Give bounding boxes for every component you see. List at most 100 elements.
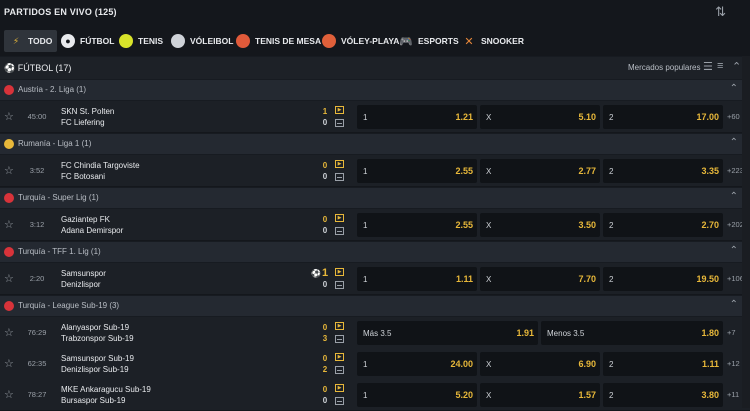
tab-voleibol[interactable]: VÓLEIBOL xyxy=(166,30,238,52)
tab-esports[interactable]: 🎮 ESPORTS xyxy=(394,30,464,52)
odd-button[interactable]: 1 2.55 xyxy=(357,213,477,237)
more-markets-link[interactable]: +7 xyxy=(727,328,736,337)
star-icon[interactable]: ☆ xyxy=(4,389,14,401)
odd-button[interactable]: 1 5.20 xyxy=(357,383,477,407)
home-team: Samsunspor Sub-19 xyxy=(61,354,134,363)
tab-tenis[interactable]: TENIS xyxy=(114,30,168,52)
chevron-up-icon[interactable]: ⌃ xyxy=(732,61,742,73)
stats-icon[interactable] xyxy=(335,335,344,343)
league-header[interactable]: Turquía - TFF 1. Lig (1) ⌃ xyxy=(0,242,750,262)
chevron-up-icon[interactable]: ⌃ xyxy=(729,83,738,94)
tab-label: TENIS xyxy=(138,36,164,46)
odd-button[interactable]: X 2.77 xyxy=(480,159,600,183)
star-icon[interactable]: ☆ xyxy=(4,111,14,123)
more-markets-link[interactable]: +11 xyxy=(727,390,740,399)
away-team: FC Liefering xyxy=(61,118,105,127)
stats-icon[interactable] xyxy=(335,366,344,374)
odd-button[interactable]: 2 2.70 xyxy=(603,213,723,237)
section-title: ⚽ FÚTBOL (17) xyxy=(4,63,72,73)
tab-snooker[interactable]: ✕ SNOOKER xyxy=(457,30,529,52)
stats-icon[interactable] xyxy=(335,119,344,127)
tab-label: VÓLEY-PLAYA xyxy=(341,36,400,46)
more-markets-link[interactable]: +60 xyxy=(727,112,740,121)
league-header[interactable]: Turquía - Super Lig (1) ⌃ xyxy=(0,188,750,208)
odd-button[interactable]: 1 1.11 xyxy=(357,267,477,291)
live-stream-icon[interactable]: ▶ xyxy=(335,384,344,392)
live-stream-icon[interactable]: ▶ xyxy=(335,160,344,168)
page-title: PARTIDOS EN VIVO (125) xyxy=(4,7,117,17)
stats-icon[interactable] xyxy=(335,227,344,235)
odd-button[interactable]: 2 17.00 xyxy=(603,105,723,129)
match-row[interactable]: ☆ 76:29 Alanyaspor Sub-19 Trabzonspor Su… xyxy=(0,317,750,349)
match-row[interactable]: ☆ 45:00 SKN St. Polten FC Liefering 1 0 … xyxy=(0,101,750,133)
odd-button[interactable]: Menos 3.5 1.80 xyxy=(541,321,723,345)
odd-button[interactable]: X 7.70 xyxy=(480,267,600,291)
scrollbar[interactable] xyxy=(742,56,750,408)
sport-tabs: ⚡ TODO ● FÚTBOL TENIS VÓLEIBOL TENIS DE … xyxy=(0,26,750,56)
match-row[interactable]: ☆ 78:27 MKE Ankaragucu Sub-19 Bursaspor … xyxy=(0,379,750,411)
odd-button[interactable]: 2 3.80 xyxy=(603,383,723,407)
away-score: 2 xyxy=(322,365,328,374)
away-score: 0 xyxy=(322,118,328,127)
star-icon[interactable]: ☆ xyxy=(4,219,14,231)
match-row[interactable]: ☆ 3:12 Gaziantep FK Adana Demirspor 0 0 … xyxy=(0,209,750,241)
odd-button[interactable]: 2 1.11 xyxy=(603,352,723,376)
chevron-up-icon[interactable]: ⌃ xyxy=(729,299,738,310)
home-team: FC Chindia Targoviste xyxy=(61,161,140,170)
compact-view-icon[interactable]: ≡ xyxy=(717,60,724,72)
league-name: Turquía - Super Lig (1) xyxy=(18,193,99,202)
odd-button[interactable]: 1 2.55 xyxy=(357,159,477,183)
live-stream-icon[interactable]: ▶ xyxy=(335,106,344,114)
flag-icon xyxy=(4,247,14,257)
live-stream-icon[interactable]: ▶ xyxy=(335,214,344,222)
more-markets-link[interactable]: +106 xyxy=(727,274,744,283)
odd-button[interactable]: 1 1.21 xyxy=(357,105,477,129)
star-icon[interactable]: ☆ xyxy=(4,273,14,285)
sort-arrows-icon[interactable]: ⇅ xyxy=(715,4,726,19)
odd-button[interactable]: 2 19.50 xyxy=(603,267,723,291)
league-header[interactable]: Austria - 2. Liga (1) ⌃ xyxy=(0,80,750,100)
chevron-up-icon[interactable]: ⌃ xyxy=(729,137,738,148)
odd-button[interactable]: Más 3.5 1.91 xyxy=(357,321,538,345)
tab-futbol[interactable]: ● FÚTBOL xyxy=(56,30,119,52)
top-bar: PARTIDOS EN VIVO (125) ⇅ xyxy=(0,0,750,26)
star-icon[interactable]: ☆ xyxy=(4,165,14,177)
away-score: 0 xyxy=(322,280,328,289)
more-markets-link[interactable]: +12 xyxy=(727,359,740,368)
stats-icon[interactable] xyxy=(335,281,344,289)
home-score: 0 xyxy=(322,323,328,332)
odd-button[interactable]: X 1.57 xyxy=(480,383,600,407)
markets-label[interactable]: Mercados populares xyxy=(628,63,701,72)
odd-button[interactable]: 2 3.35 xyxy=(603,159,723,183)
chevron-up-icon[interactable]: ⌃ xyxy=(729,191,738,202)
chevron-up-icon[interactable]: ⌃ xyxy=(729,245,738,256)
home-score: 0 xyxy=(322,161,328,170)
more-markets-link[interactable]: +223 xyxy=(727,166,744,175)
match-row[interactable]: ☆ 62:35 Samsunspor Sub-19 Denizlispor Su… xyxy=(0,348,750,380)
star-icon[interactable]: ☆ xyxy=(4,327,14,339)
star-icon[interactable]: ☆ xyxy=(4,358,14,370)
league-header[interactable]: Turquía - League Sub-19 (3) ⌃ xyxy=(0,296,750,316)
live-stream-icon[interactable]: ▶ xyxy=(335,353,344,361)
match-time: 2:20 xyxy=(29,274,45,283)
stats-icon[interactable] xyxy=(335,397,344,405)
home-score: 0 xyxy=(322,385,328,394)
live-stream-icon[interactable]: ▶ xyxy=(335,268,344,276)
league-name: Rumanía - Liga 1 (1) xyxy=(18,139,92,148)
league-header[interactable]: Rumanía - Liga 1 (1) ⌃ xyxy=(0,134,750,154)
away-team: FC Botosani xyxy=(61,172,106,181)
match-row[interactable]: ☆ 3:52 FC Chindia Targoviste FC Botosani… xyxy=(0,155,750,187)
tab-voley-playa[interactable]: VÓLEY-PLAYA xyxy=(317,30,404,52)
more-markets-link[interactable]: +202 xyxy=(727,220,744,229)
tab-tenis-de-mesa[interactable]: TENIS DE MESA xyxy=(231,30,326,52)
odd-button[interactable]: X 6.90 xyxy=(480,352,600,376)
stats-icon[interactable] xyxy=(335,173,344,181)
odd-button[interactable]: 1 24.00 xyxy=(357,352,477,376)
live-stream-icon[interactable]: ▶ xyxy=(335,322,344,330)
odd-button[interactable]: X 5.10 xyxy=(480,105,600,129)
odd-button[interactable]: X 3.50 xyxy=(480,213,600,237)
list-view-icon[interactable]: ☰ xyxy=(703,61,713,73)
tab-todo[interactable]: ⚡ TODO xyxy=(4,30,58,52)
tennis-ball-icon xyxy=(119,34,133,48)
